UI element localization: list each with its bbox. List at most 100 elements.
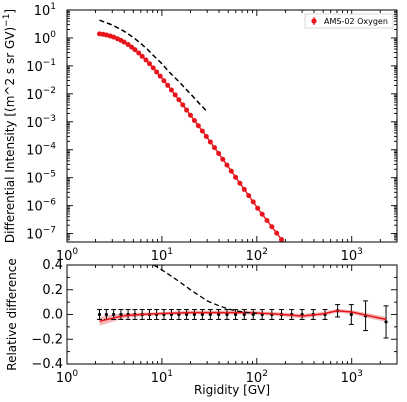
ratio-data-point bbox=[184, 312, 189, 317]
flux-data-point bbox=[289, 250, 294, 255]
ratio-y-axis-label: Relative difference bbox=[5, 258, 19, 370]
y-tick-label: −0.2 bbox=[31, 332, 63, 347]
flux-data-point bbox=[241, 186, 247, 192]
flux-data-point bbox=[111, 34, 117, 40]
x-tick-label: 101 bbox=[151, 247, 173, 264]
flux-data-point bbox=[125, 42, 131, 48]
relative-difference-panel: 100 101 102 103 0.4 0.2 0.0 −0.2 −0.4 Relative d… bbox=[5, 258, 398, 397]
flux-data-point bbox=[143, 57, 149, 63]
flux-data-point bbox=[121, 39, 127, 45]
flux-data-point bbox=[176, 97, 182, 103]
flux-data-point bbox=[191, 118, 197, 124]
ratio-data-point bbox=[233, 312, 238, 317]
flux-data-point bbox=[305, 269, 310, 274]
x-tick-label: 101 bbox=[151, 369, 173, 386]
y-tick-label: 0.0 bbox=[42, 308, 63, 323]
flux-data-point bbox=[311, 276, 316, 281]
flux-y-axis-label: Differential Intensity [(m^2 s sr GV)−1] bbox=[2, 9, 17, 243]
flux-data-point bbox=[165, 82, 171, 88]
ratio-data-point bbox=[104, 312, 108, 317]
flux-data-point bbox=[294, 256, 299, 261]
flux-y-axis-label-power: −1 bbox=[2, 14, 12, 27]
flux-data-point bbox=[284, 243, 289, 248]
flux-data-point bbox=[187, 112, 193, 118]
y-tick-label: 0.2 bbox=[42, 283, 63, 298]
flux-data-point bbox=[154, 69, 160, 75]
ratio-dashed-model-line bbox=[153, 265, 257, 314]
ratio-data-point bbox=[217, 312, 221, 317]
flux-data-point bbox=[195, 123, 201, 129]
legend-marker bbox=[311, 18, 317, 24]
flux-data-point bbox=[161, 78, 167, 84]
flux-data-point bbox=[146, 61, 152, 67]
flux-data-point bbox=[150, 65, 156, 71]
flux-data-point bbox=[384, 345, 389, 350]
flux-data-point bbox=[259, 211, 265, 217]
y-tick-label: 0.4 bbox=[42, 258, 63, 273]
legend-box bbox=[304, 13, 394, 29]
flux-data-point bbox=[136, 50, 142, 56]
legend-label: AMS-02 Oxygen bbox=[324, 17, 388, 26]
ratio-data-point bbox=[208, 312, 212, 317]
flux-data-point bbox=[103, 32, 109, 38]
x-tick-label: 102 bbox=[246, 369, 268, 386]
flux-data-point bbox=[132, 47, 138, 53]
legend: AMS-02 Oxygen bbox=[304, 13, 394, 29]
flux-data-point bbox=[323, 289, 328, 294]
flux-data-point bbox=[168, 87, 174, 93]
flux-data-point bbox=[329, 296, 334, 301]
y-tick-label: 10−5 bbox=[26, 170, 56, 187]
flux-data-point bbox=[233, 174, 239, 180]
ratio-data-point bbox=[119, 312, 123, 317]
flux-data-point bbox=[207, 139, 213, 145]
x-axis-label: Rigidity [GV] bbox=[194, 383, 270, 397]
flux-data-point bbox=[211, 145, 217, 151]
flux-y-axis-label-close: ] bbox=[3, 9, 17, 14]
x-tick-label: 102 bbox=[246, 247, 268, 264]
ratio-data-point bbox=[112, 312, 116, 317]
y-tick-label: 10−1 bbox=[26, 58, 56, 75]
x-tick-label: 100 bbox=[56, 369, 79, 386]
flux-data-point bbox=[184, 107, 190, 113]
flux-data-point bbox=[264, 217, 270, 223]
y-tick-label: 101 bbox=[34, 2, 56, 19]
y-tick-label: 10−3 bbox=[26, 114, 56, 131]
y-tick-label: 10−2 bbox=[26, 86, 56, 103]
flux-data-point bbox=[316, 283, 321, 288]
flux-data-point bbox=[237, 180, 243, 186]
flux-data-point bbox=[255, 205, 261, 211]
x-tick-label: 103 bbox=[341, 369, 363, 386]
flux-data-point bbox=[274, 230, 280, 236]
flux-data-point bbox=[157, 73, 163, 79]
flux-data-point bbox=[224, 162, 230, 168]
ratio-data-point bbox=[242, 312, 246, 317]
flux-data-point bbox=[199, 128, 205, 134]
flux-dashed-model-line bbox=[99, 19, 208, 113]
ratio-data-point bbox=[192, 312, 197, 317]
ratio-data-point bbox=[349, 312, 353, 317]
flux-panel: 100 101 102 103 101 100 10−1 10−2 10−3 10−4 10−5 10… bbox=[2, 2, 398, 350]
ratio-data-point bbox=[97, 312, 102, 317]
flux-data-point bbox=[246, 193, 252, 199]
flux-data-point bbox=[250, 199, 256, 205]
y-tick-label: −0.4 bbox=[31, 357, 63, 372]
flux-data-point bbox=[269, 224, 275, 230]
flux-plot-frame bbox=[66, 9, 398, 243]
ratio-data-point bbox=[200, 312, 204, 317]
flux-data-point bbox=[203, 134, 209, 140]
flux-data-point bbox=[172, 92, 178, 98]
flux-data-point bbox=[278, 237, 284, 242]
flux-data-point bbox=[216, 150, 222, 156]
y-tick-label: 10−6 bbox=[26, 198, 56, 215]
x-tick-label: 100 bbox=[56, 247, 79, 264]
x-tick-label: 103 bbox=[341, 247, 363, 264]
flux-data-point bbox=[139, 53, 145, 59]
flux-data-point bbox=[228, 168, 234, 174]
flux-data-point bbox=[220, 156, 226, 162]
flux-y-axis-label-text: Differential Intensity [(m^2 s sr GV) bbox=[3, 27, 17, 243]
ratio-data-point bbox=[384, 320, 388, 324]
flux-data-point bbox=[180, 102, 186, 108]
y-tick-label: 100 bbox=[34, 30, 57, 47]
y-tick-label: 10−4 bbox=[26, 142, 56, 159]
